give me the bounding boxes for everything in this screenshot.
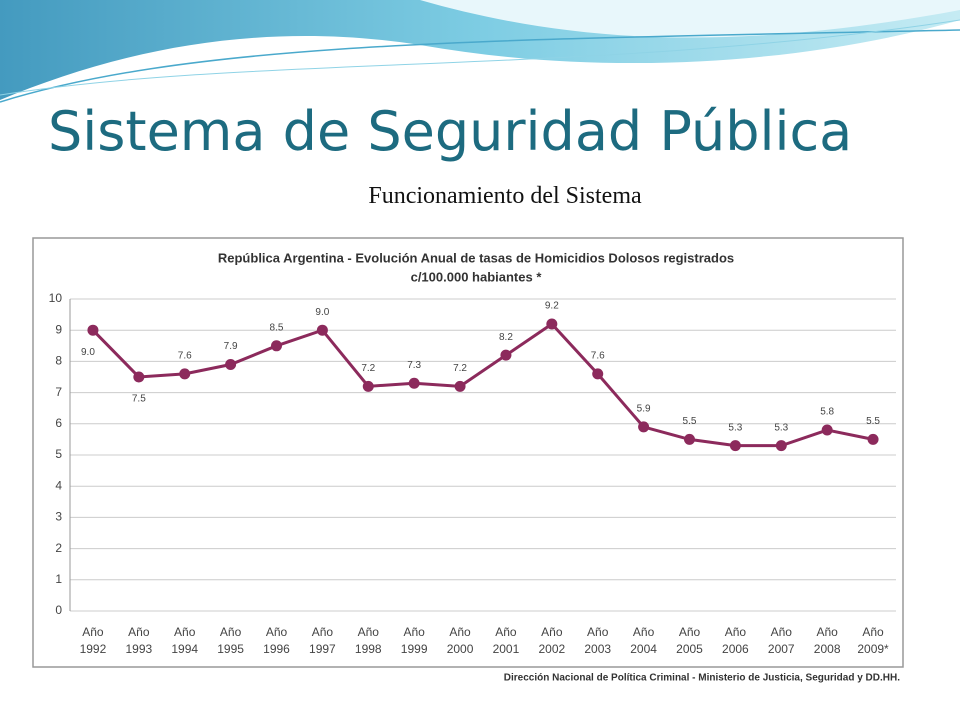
x-tick-label: Año 1994 (171, 625, 199, 656)
y-tick-label: 1 (55, 572, 62, 586)
source-note: Dirección Nacional de Política Criminal … (504, 673, 900, 684)
data-label: 9.2 (545, 301, 559, 312)
data-point (179, 368, 191, 380)
wave-decoration (420, 0, 960, 38)
data-point (87, 324, 99, 336)
x-tick-label: Año 1999 (400, 625, 428, 656)
y-tick-label: 7 (55, 385, 62, 399)
y-tick-label: 5 (55, 447, 62, 461)
data-label: 7.3 (407, 360, 421, 371)
y-tick-label: 2 (55, 541, 62, 555)
x-tick-label: Año 2000 (446, 625, 474, 656)
data-point (638, 421, 650, 433)
data-label: 9.0 (315, 307, 329, 318)
data-label: 8.2 (499, 332, 513, 343)
y-tick-label: 3 (55, 510, 62, 524)
x-tick-label: Año 1992 (79, 625, 107, 656)
x-tick-label: Año 1997 (309, 625, 336, 656)
x-tick-label: Año 2009* (857, 625, 889, 656)
data-label: 5.5 (683, 416, 697, 427)
data-point (454, 380, 466, 392)
data-point (729, 440, 741, 452)
data-point (775, 440, 787, 452)
data-point (684, 433, 695, 445)
y-tick-label: 9 (55, 322, 62, 336)
data-label: 9.0 (81, 347, 95, 358)
data-label: 7.2 (361, 363, 375, 374)
data-point (316, 324, 328, 336)
data-label: 7.6 (178, 351, 192, 362)
x-tick-label: Año 1993 (125, 625, 153, 656)
wave-line (0, 19, 960, 96)
data-point (500, 349, 512, 361)
wave-line (0, 29, 960, 103)
y-tick-label: 0 (55, 603, 62, 617)
data-point (867, 433, 879, 445)
slide-title: Sistema de Seguridad Pública (48, 100, 853, 163)
data-label: 8.5 (270, 322, 284, 333)
data-point (821, 424, 833, 436)
x-tick-label: Año 2008 (813, 625, 841, 656)
x-tick-label: Año 2004 (630, 625, 657, 656)
data-label: 5.3 (774, 422, 788, 433)
chart-title: República Argentina - Evolución Anual de… (218, 250, 734, 265)
x-tick-label: Año 2006 (722, 625, 749, 656)
x-tick-label: Año 2001 (492, 625, 520, 656)
data-point (408, 377, 420, 389)
data-label: 5.5 (866, 416, 880, 427)
data-label: 7.2 (453, 363, 467, 374)
data-line (91, 321, 874, 448)
x-tick-label: Año 1998 (354, 625, 382, 656)
x-tick-label: Año 2005 (676, 625, 703, 656)
y-tick-label: 4 (55, 478, 62, 492)
y-tick-label: 10 (49, 291, 63, 305)
data-point (133, 371, 145, 383)
x-tick-label: Año 2003 (584, 625, 612, 656)
y-tick-label: 8 (55, 354, 62, 368)
data-point (362, 380, 374, 392)
chart-frame (32, 237, 904, 668)
x-tick-label: Año 1995 (217, 625, 244, 656)
x-tick-label: Año 2002 (538, 625, 566, 656)
data-label: 7.9 (224, 341, 238, 352)
x-tick-label: Año 2007 (767, 625, 795, 656)
x-tick-label: Año 1996 (263, 625, 290, 656)
data-label: 7.6 (591, 351, 605, 362)
data-point (546, 318, 558, 330)
data-point (271, 340, 282, 352)
data-label: 5.8 (820, 407, 834, 418)
data-label: 7.5 (132, 394, 146, 405)
chart-subtitle: c/100.000 habiantes * (411, 269, 543, 284)
data-label: 5.3 (728, 422, 742, 433)
data-label: 5.9 (637, 404, 651, 415)
y-tick-label: 6 (55, 416, 62, 430)
data-point (225, 359, 237, 371)
slide-subtitle: Funcionamiento del Sistema (368, 183, 642, 209)
data-point (592, 368, 604, 380)
